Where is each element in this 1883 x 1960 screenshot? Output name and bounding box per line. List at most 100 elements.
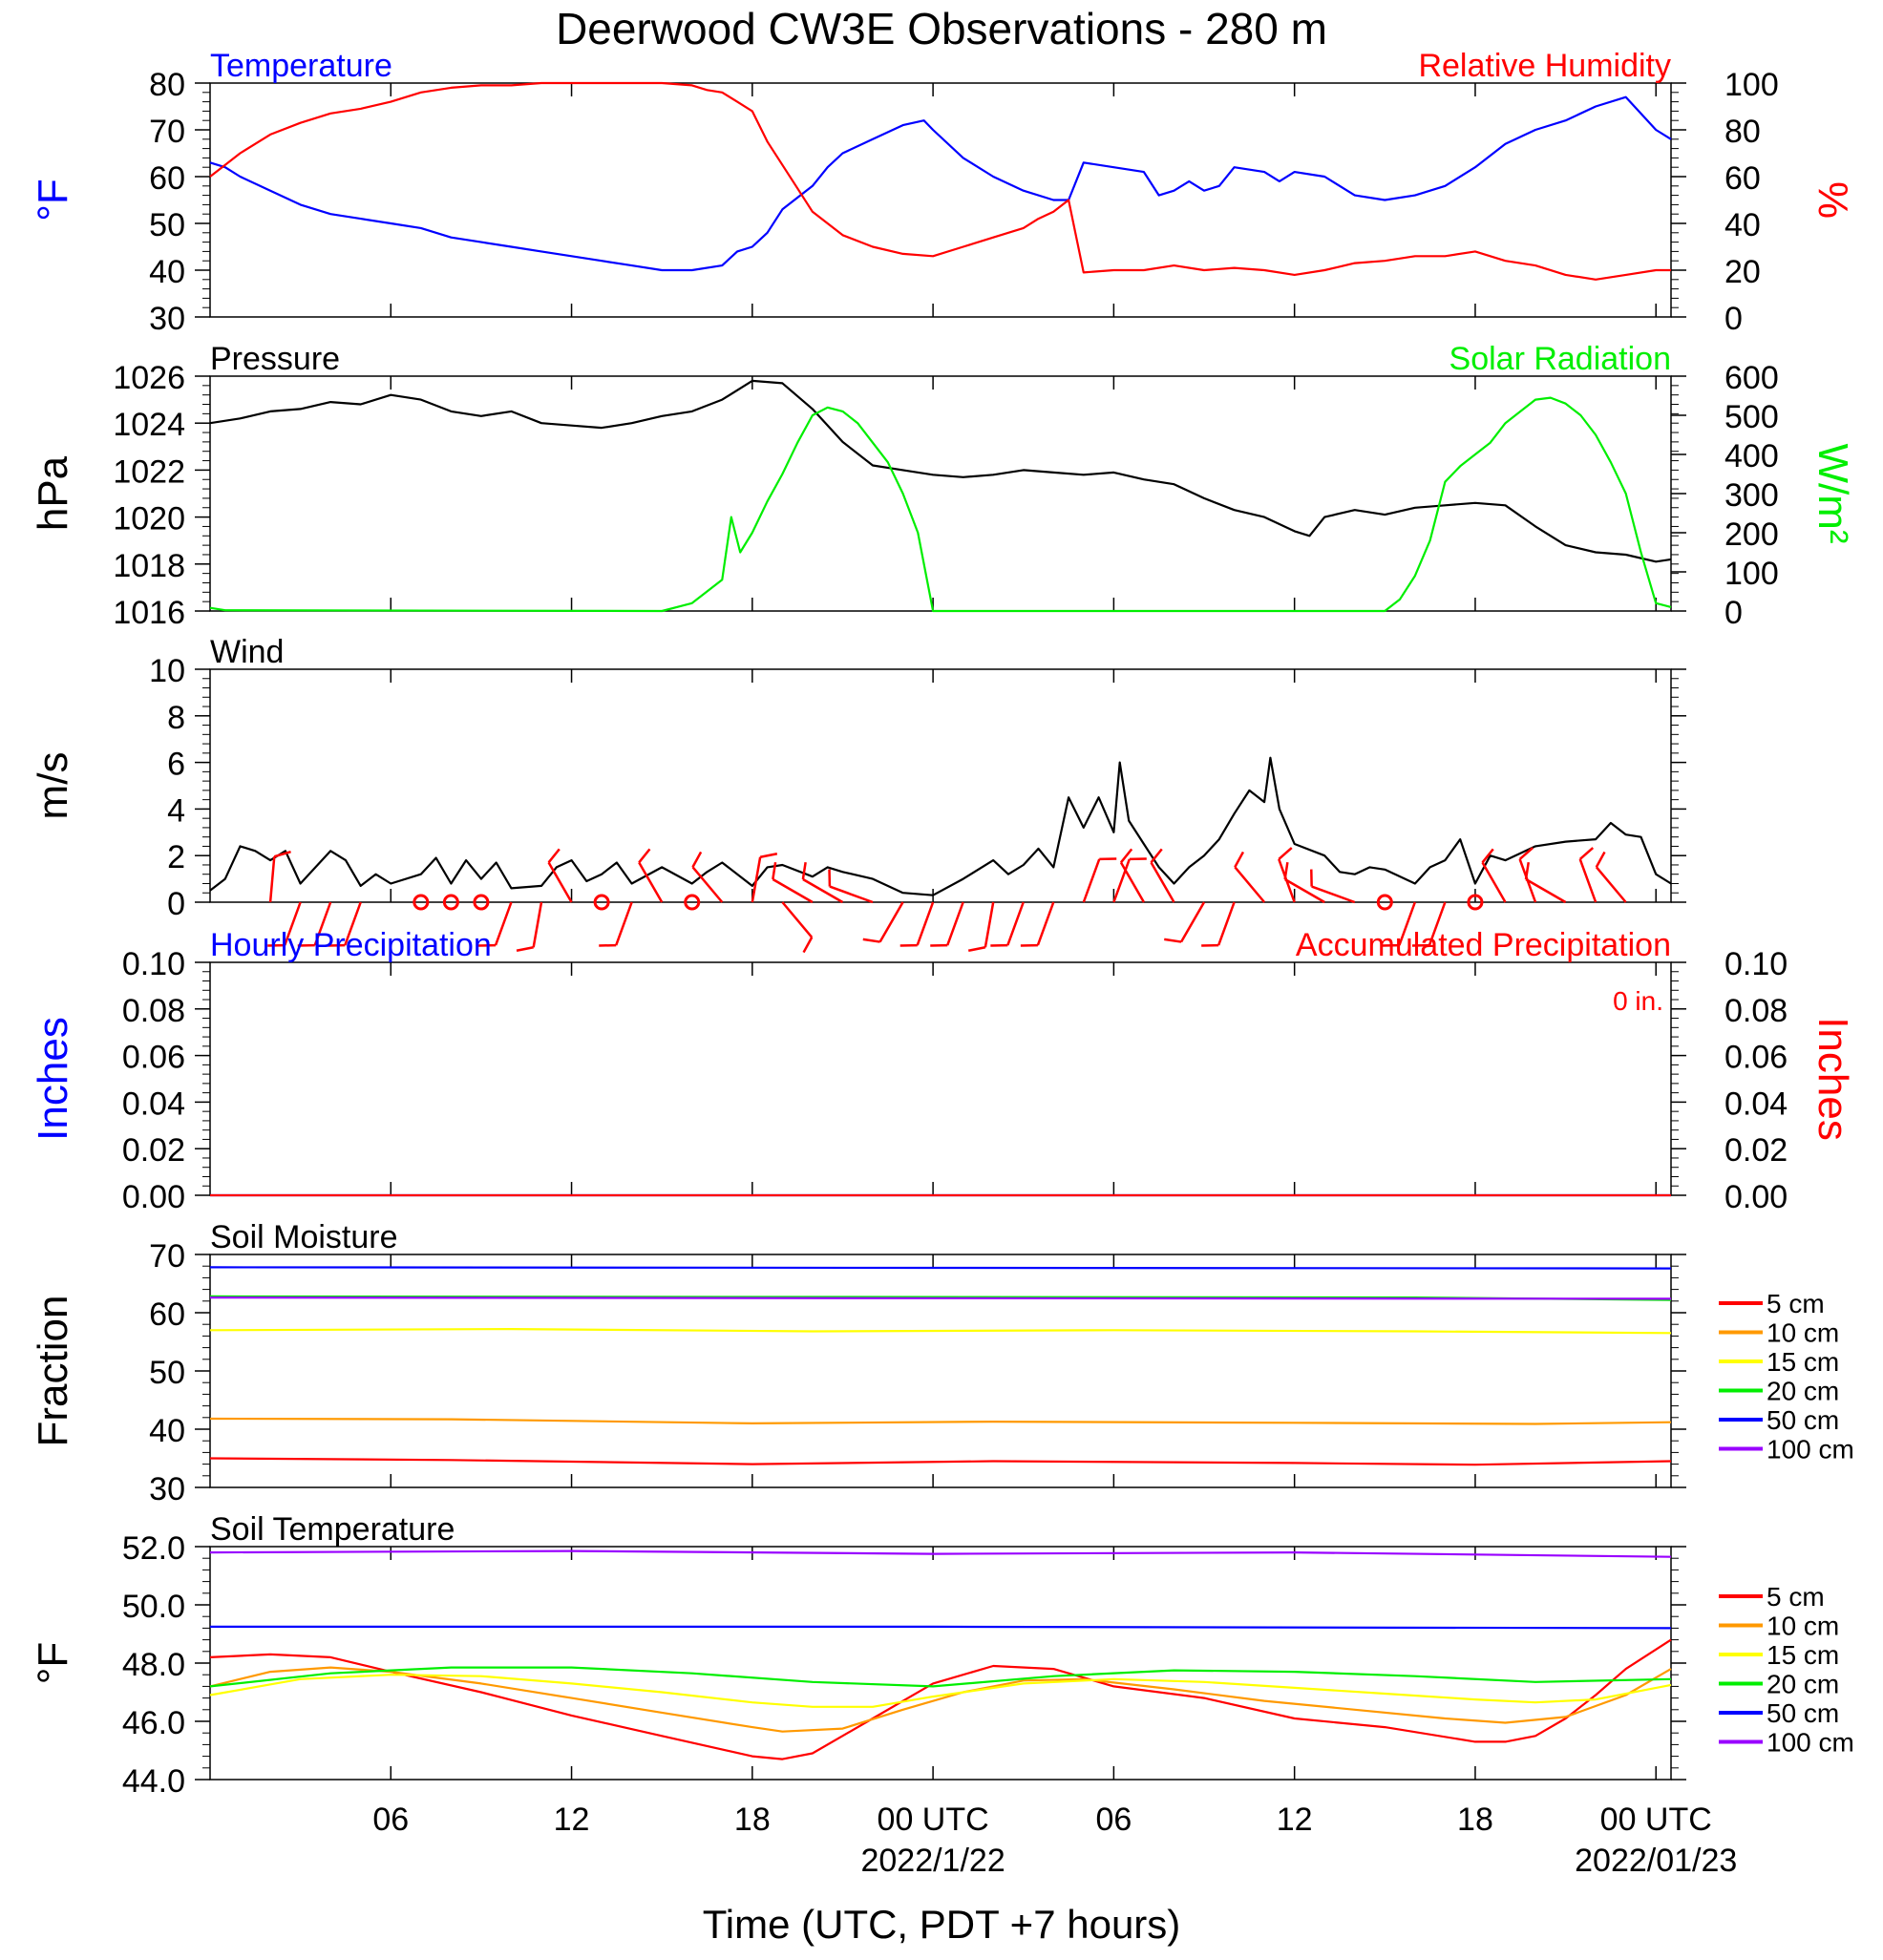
soil_moisture-series-50-cm <box>209 1266 1672 1270</box>
temp_rh-y2tick-label: 100 <box>1724 67 1779 103</box>
temp_rh-ytick-label: 50 <box>149 207 185 243</box>
soil_moisture-series-100-cm <box>209 1296 1672 1300</box>
wind-barb-calm <box>442 894 459 911</box>
wind-ytick-label: 8 <box>167 700 185 736</box>
wind-barb <box>878 901 904 943</box>
soil_moisture-legend-label: 15 cm <box>1767 1347 1839 1377</box>
wind-ytick-label: 0 <box>167 886 185 922</box>
wind-barb <box>751 856 762 903</box>
soil_moisture-ytick-label: 50 <box>149 1355 185 1391</box>
pressure_solar-y2tick-label: 200 <box>1724 516 1779 553</box>
soil_moisture-legend-label: 20 cm <box>1767 1377 1839 1406</box>
wind-barb <box>984 901 995 948</box>
pressure_solar-ytick-label: 1018 <box>113 548 185 584</box>
wind-barb-flag <box>1164 938 1182 943</box>
wind-barb <box>1234 866 1266 903</box>
precip-left-title: Hourly Precipitation <box>210 927 492 963</box>
wind-barb-flag <box>1150 848 1163 864</box>
wind-ytick-label: 4 <box>167 792 185 829</box>
soil_temperature-series-15-cm <box>209 1674 1672 1708</box>
pressure_solar-right-title: Solar Radiation <box>1449 341 1671 377</box>
temp_rh-ytick-label: 70 <box>149 114 185 150</box>
pressure_solar-y2tick-label: 100 <box>1724 556 1779 592</box>
soil_temperature-series-50-cm <box>210 1625 1672 1630</box>
pressure_solar-ytick-label: 1026 <box>113 360 185 396</box>
wind-barb-flag <box>1119 848 1133 864</box>
wind-barb-flag <box>691 851 703 868</box>
soil_temperature-series-100-cm <box>209 1549 1672 1558</box>
x-tick-label: 06 <box>1095 1802 1132 1838</box>
soil_temperature-ytick-label: 46.0 <box>122 1705 185 1741</box>
soil_moisture-legend-label: 10 cm <box>1767 1318 1839 1348</box>
x-tick-label: 00 UTC <box>878 1802 989 1838</box>
wind-barb <box>1398 901 1417 946</box>
temp_rh-y2tick-label: 40 <box>1724 207 1761 243</box>
soil_temperature-ylabel: °F <box>30 1642 76 1684</box>
wind-ytick-label: 2 <box>167 839 185 875</box>
wind-series-wind-speed <box>209 756 1672 896</box>
wind-barb <box>1036 901 1055 946</box>
temp_rh-ytick-label: 40 <box>149 254 185 290</box>
x-tick-date: 2022/01/23 <box>1575 1843 1737 1879</box>
wind-barb <box>1595 866 1627 903</box>
panel-wind: 0 2 4 6 8 10 Wind m/s <box>30 634 1686 954</box>
wind-barb-flag <box>638 848 651 864</box>
wind-barb <box>916 901 935 946</box>
soil_moisture-ytick-label: 30 <box>149 1471 185 1507</box>
wind-barb <box>781 901 814 938</box>
wind-barb <box>494 901 513 946</box>
precip-y2tick-label: 0.08 <box>1724 993 1788 1029</box>
wind-barb <box>1112 858 1131 903</box>
precip-ylabel: Inches <box>30 1017 76 1141</box>
soil_temperature-legend-label: 10 cm <box>1767 1612 1839 1641</box>
wind-barb-flag <box>1524 862 1530 880</box>
wind-barb <box>829 885 874 904</box>
soil_moisture-ylabel: Fraction <box>30 1296 76 1447</box>
temp_rh-series-temperature <box>209 95 1672 272</box>
wind-barb <box>615 901 633 946</box>
wind-barb <box>532 901 543 948</box>
wind-barb-calm <box>593 894 610 911</box>
wind-barb-flag <box>516 946 534 953</box>
wind-barb <box>1578 858 1597 903</box>
x-tick-label: 12 <box>554 1802 590 1838</box>
x-tick-label: 18 <box>1457 1802 1493 1838</box>
wind-frame <box>209 668 1672 903</box>
soil_temperature-ytick-label: 52.0 <box>122 1530 185 1567</box>
wind-ytick-label: 10 <box>149 653 185 689</box>
wind-barb <box>1284 877 1325 904</box>
wind-barb-flag <box>273 850 291 858</box>
soil_temperature-legend-label: 15 cm <box>1767 1640 1839 1670</box>
wind-barb-flag <box>801 862 807 880</box>
soil_temperature-ytick-label: 44.0 <box>122 1763 185 1800</box>
soil_temperature-series-5-cm <box>209 1638 1672 1760</box>
soil_moisture-ytick-label: 40 <box>149 1413 185 1449</box>
wind-barb-calm <box>413 894 430 911</box>
wind-ylabel: m/s <box>30 752 76 820</box>
wind-barb-flag <box>1278 847 1293 860</box>
wind-barb <box>1428 901 1447 946</box>
temp_rh-y2tick-label: 80 <box>1724 114 1761 150</box>
wind-barb <box>772 877 814 904</box>
wind-barb <box>1006 901 1025 946</box>
wind-barb <box>802 877 844 904</box>
temp_rh-y2tick-label: 0 <box>1724 301 1743 337</box>
x-axis-label: Time (UTC, PDT +7 hours) <box>703 1902 1181 1947</box>
wind-ytick-label: 6 <box>167 747 185 783</box>
soil_moisture-series-15-cm <box>209 1327 1672 1335</box>
wind-barb-flag <box>1283 862 1289 880</box>
panel-precip: 0.00 0.02 0.04 0.06 0.08 0.10 0.00 0.02 0.04 0.06… <box>30 927 1856 1215</box>
soil_temperature-series-20-cm <box>209 1666 1672 1688</box>
wind-barb <box>1119 861 1146 903</box>
wind-barb-flag <box>967 946 986 953</box>
temp_rh-ytick-label: 60 <box>149 160 185 197</box>
precip-y2tick-label: 0.00 <box>1724 1179 1788 1215</box>
precip-annotation: 0 in. <box>1613 986 1663 1016</box>
soil_temperature-ytick-label: 50.0 <box>122 1589 185 1625</box>
temp_rh-ytick-label: 30 <box>149 301 185 337</box>
wind-left-title: Wind <box>210 634 284 670</box>
temp_rh-right-title: Relative Humidity <box>1418 48 1671 84</box>
pressure_solar-y2tick-label: 400 <box>1724 438 1779 474</box>
wind-barb <box>284 901 302 946</box>
